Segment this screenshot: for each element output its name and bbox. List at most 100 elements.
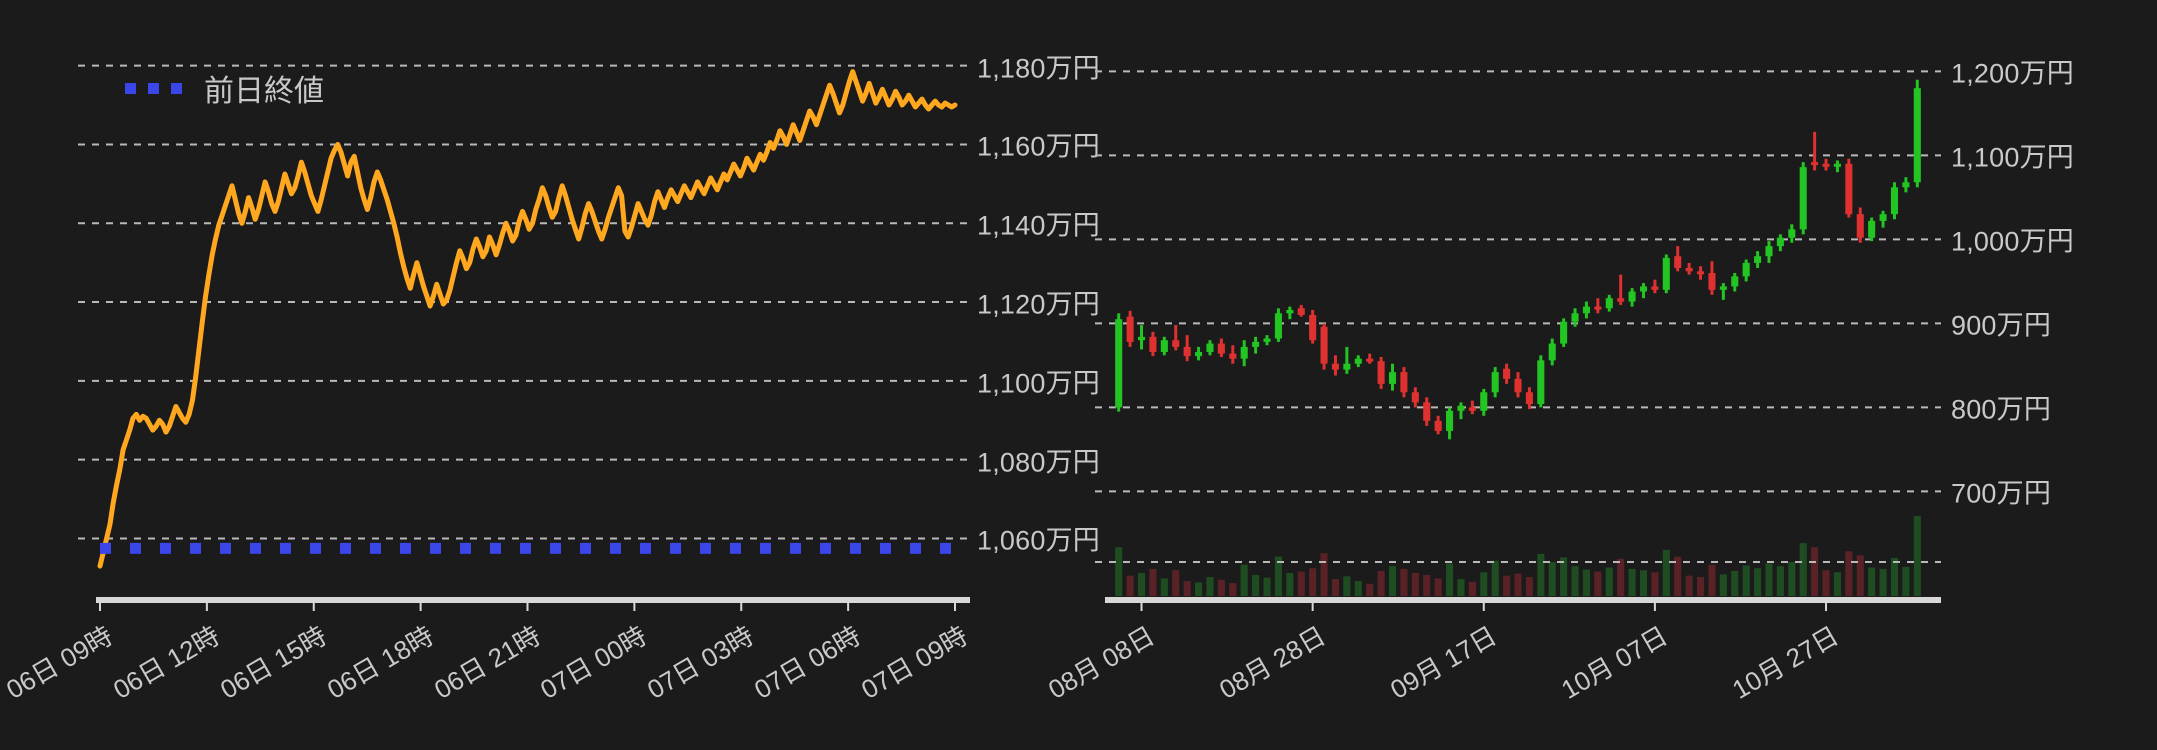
daily-candle-body — [1537, 360, 1545, 405]
daily-volume-bar — [1833, 572, 1841, 596]
daily-volume-bar — [1754, 568, 1762, 596]
daily-candle-body — [1137, 336, 1146, 341]
daily-candle-body — [1731, 276, 1739, 287]
daily-volume-bar — [1503, 575, 1511, 596]
daily-volume-bar — [1126, 575, 1134, 596]
daily-y-tick-label: 1,200万円 — [1951, 58, 2074, 89]
daily-candle-body — [1217, 343, 1225, 354]
daily-x-tick-label: 09月 17日 — [1384, 620, 1502, 705]
daily-candle-body — [1206, 343, 1214, 352]
daily-candle-body — [1411, 392, 1419, 403]
daily-candle-body — [1468, 407, 1476, 411]
daily-volume-bar — [1263, 577, 1271, 596]
daily-plot-area[interactable] — [1078, 0, 2157, 620]
daily-volume-bar — [1617, 558, 1625, 596]
daily-volume-bar — [1377, 570, 1385, 596]
daily-candle-body — [1377, 361, 1385, 384]
daily-chart-panel: 700万円 800万円 900万円 1,000万円 1,100万円 1,200万円 08月… — [1043, 0, 2157, 750]
daily-volume-bar — [1160, 578, 1168, 596]
daily-volume-bar — [1594, 571, 1602, 596]
daily-volume-bar — [1856, 555, 1864, 596]
daily-candle-body — [1708, 273, 1716, 290]
daily-candle-body — [1354, 358, 1362, 364]
daily-volume-bar — [1582, 569, 1590, 596]
daily-candle-body — [1651, 286, 1659, 290]
daily-candle-body — [1183, 346, 1191, 357]
daily-candle-body — [1605, 298, 1613, 309]
daily-candle-body — [1799, 167, 1807, 230]
daily-volume-bar — [1822, 570, 1830, 596]
daily-volume-bar — [1605, 567, 1613, 596]
daily-candle-body — [1822, 163, 1830, 167]
daily-candle-body — [1845, 163, 1853, 215]
daily-volume-bar — [1400, 568, 1408, 596]
intraday-plot-area[interactable] — [0, 0, 1000, 620]
daily-candle-body — [1548, 343, 1556, 361]
intraday-y-tick-label: 1,060万円 — [977, 525, 1100, 556]
intraday-y-tick-label: 1,100万円 — [977, 368, 1100, 399]
daily-volume-bar — [1514, 573, 1522, 596]
daily-volume-bar — [1651, 572, 1659, 596]
daily-volume-bar — [1685, 575, 1693, 596]
daily-volume-bar — [1788, 562, 1796, 596]
daily-candle-body — [1856, 214, 1864, 238]
daily-volume-bar — [1149, 568, 1157, 596]
daily-volume-bar — [1765, 563, 1773, 596]
intraday-price-line — [97, 69, 958, 569]
daily-candle-body — [1639, 286, 1648, 292]
daily-candle-body — [1685, 267, 1693, 272]
prev-close-legend-marker — [125, 82, 182, 94]
daily-candle-body — [1560, 321, 1568, 344]
daily-candle-body — [1754, 256, 1762, 263]
daily-candle-body — [1126, 316, 1134, 342]
daily-volume-bar — [1297, 571, 1305, 596]
intraday-y-tick-label: 1,080万円 — [977, 447, 1100, 478]
daily-volume-bar — [1571, 566, 1579, 596]
daily-volume-bar — [1286, 572, 1294, 596]
daily-candle-body — [1160, 340, 1168, 352]
daily-volume-bar — [1776, 566, 1784, 596]
daily-candle-body — [1366, 358, 1374, 362]
daily-candle-body — [1388, 372, 1397, 384]
daily-candle-body — [1491, 372, 1499, 393]
daily-volume-bar — [1890, 558, 1899, 596]
daily-volume-bar — [1217, 579, 1225, 596]
daily-candle-body — [1571, 313, 1579, 322]
daily-volume-bar — [1537, 553, 1545, 596]
daily-volume-bar — [1913, 516, 1921, 596]
daily-candle-body — [1274, 313, 1282, 339]
daily-volume-bar — [1434, 578, 1442, 596]
prev-close-legend-label: 前日終値 — [204, 75, 324, 108]
daily-volume-bar — [1560, 557, 1568, 596]
daily-candle-body — [1879, 214, 1887, 221]
daily-candle-body — [1149, 336, 1157, 352]
daily-volume-bar — [1240, 564, 1248, 596]
daily-candle-body — [1503, 368, 1511, 379]
daily-volume-bar — [1639, 570, 1648, 596]
daily-volume-bar — [1229, 583, 1237, 596]
daily-y-tick-label: 1,000万円 — [1951, 226, 2074, 257]
daily-volume-bar — [1742, 565, 1750, 596]
daily-volume-bar — [1708, 564, 1716, 596]
daily-candle-body — [1890, 187, 1899, 215]
daily-volume-bar — [1468, 581, 1476, 596]
daily-candle-body — [1115, 319, 1123, 408]
daily-candle-body — [1240, 346, 1248, 359]
daily-volume-bar — [1879, 568, 1887, 596]
daily-volume-bar — [1548, 562, 1556, 596]
daily-candle-body — [1628, 291, 1636, 302]
daily-volume-bar — [1366, 583, 1374, 596]
daily-candle-body — [1457, 405, 1465, 411]
daily-candle-body — [1514, 378, 1522, 393]
daily-volume-bar — [1195, 582, 1203, 596]
daily-volume-bar — [1388, 566, 1397, 596]
daily-candle-body — [1913, 88, 1921, 183]
daily-y-tick-label: 700万円 — [1951, 478, 2052, 509]
daily-candle-body — [1286, 309, 1294, 314]
daily-candle-body — [1674, 256, 1682, 268]
daily-volume-bar — [1902, 566, 1910, 596]
daily-candle-body — [1582, 306, 1590, 314]
daily-candle-body — [1320, 326, 1328, 364]
daily-candle-body — [1765, 246, 1773, 257]
daily-volume-bar — [1354, 581, 1362, 596]
